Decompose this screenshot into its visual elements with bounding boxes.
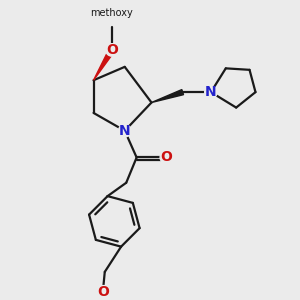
Text: methoxy: methoxy (91, 8, 133, 18)
Circle shape (160, 151, 172, 164)
Polygon shape (94, 48, 115, 80)
Circle shape (106, 44, 118, 56)
Circle shape (97, 286, 110, 298)
Circle shape (205, 86, 217, 98)
Polygon shape (152, 90, 184, 103)
Text: O: O (160, 151, 172, 164)
Text: N: N (205, 85, 217, 99)
Text: N: N (119, 124, 130, 138)
Text: O: O (106, 43, 118, 57)
Circle shape (118, 124, 131, 137)
Text: O: O (97, 285, 109, 299)
